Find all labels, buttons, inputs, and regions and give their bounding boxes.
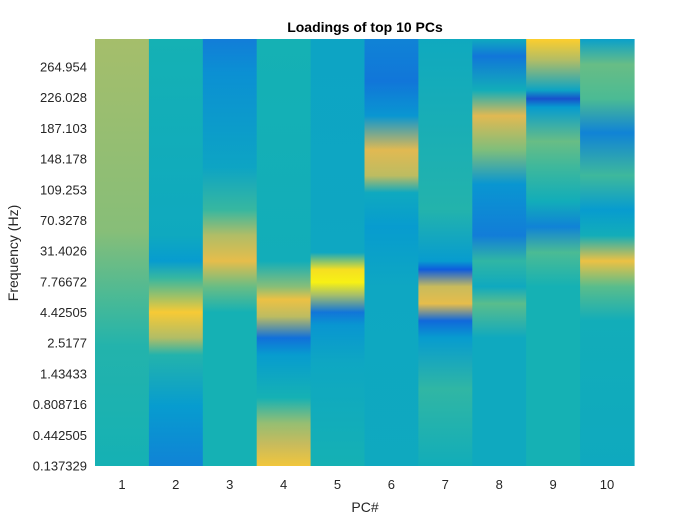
x-tick-label: 4 <box>280 477 287 492</box>
chart-title: Loadings of top 10 PCs <box>287 19 443 35</box>
heatmap-column-pc-1 <box>95 39 150 466</box>
heatmap-column-pc-5 <box>310 39 366 466</box>
y-tick-label: 2.5177 <box>47 336 87 351</box>
y-tick-label: 4.42505 <box>40 305 87 320</box>
y-tick-label: 148.178 <box>40 152 87 167</box>
x-tick-label: 10 <box>600 477 614 492</box>
y-tick-label: 0.442505 <box>33 428 87 443</box>
y-tick-label: 70.3278 <box>40 213 87 228</box>
plot-area <box>95 39 635 466</box>
x-tick-label: 2 <box>172 477 179 492</box>
heatmap-column-pc-10 <box>580 39 635 466</box>
y-tick-label: 0.808716 <box>33 397 87 412</box>
x-axis: 1 2 3 4 5 6 7 8 9 10 <box>118 477 614 492</box>
y-axis-label: Frequency (Hz) <box>5 205 21 301</box>
heatmap-column-pc-6 <box>364 39 419 466</box>
y-tick-label: 226.028 <box>40 90 87 105</box>
heatmap-column-pc-3 <box>202 39 258 466</box>
x-tick-label: 3 <box>226 477 233 492</box>
heatmap-column-pc-7 <box>418 39 473 466</box>
heatmap-column-pc-9 <box>526 39 581 466</box>
x-tick-label: 7 <box>442 477 449 492</box>
y-tick-label: 264.954 <box>40 60 87 75</box>
x-tick-label: 1 <box>118 477 125 492</box>
heatmap-column-pc-8 <box>472 39 527 466</box>
y-tick-label: 0.137329 <box>33 459 87 474</box>
y-axis: 264.954 226.028 187.103 148.178 109.253 70.32… <box>33 60 87 474</box>
heatmap-column-pc-2 <box>148 39 204 466</box>
x-tick-label: 8 <box>496 477 503 492</box>
x-tick-label: 9 <box>549 477 556 492</box>
heatmap-column-pc-4 <box>256 39 312 466</box>
y-tick-label: 187.103 <box>40 121 87 136</box>
y-tick-label: 1.43433 <box>40 366 87 381</box>
x-tick-label: 5 <box>334 477 341 492</box>
x-axis-label: PC# <box>351 499 378 515</box>
y-tick-label: 7.76672 <box>40 274 87 289</box>
y-tick-label: 109.253 <box>40 182 87 197</box>
y-tick-label: 31.4026 <box>40 244 87 259</box>
x-tick-label: 6 <box>388 477 395 492</box>
